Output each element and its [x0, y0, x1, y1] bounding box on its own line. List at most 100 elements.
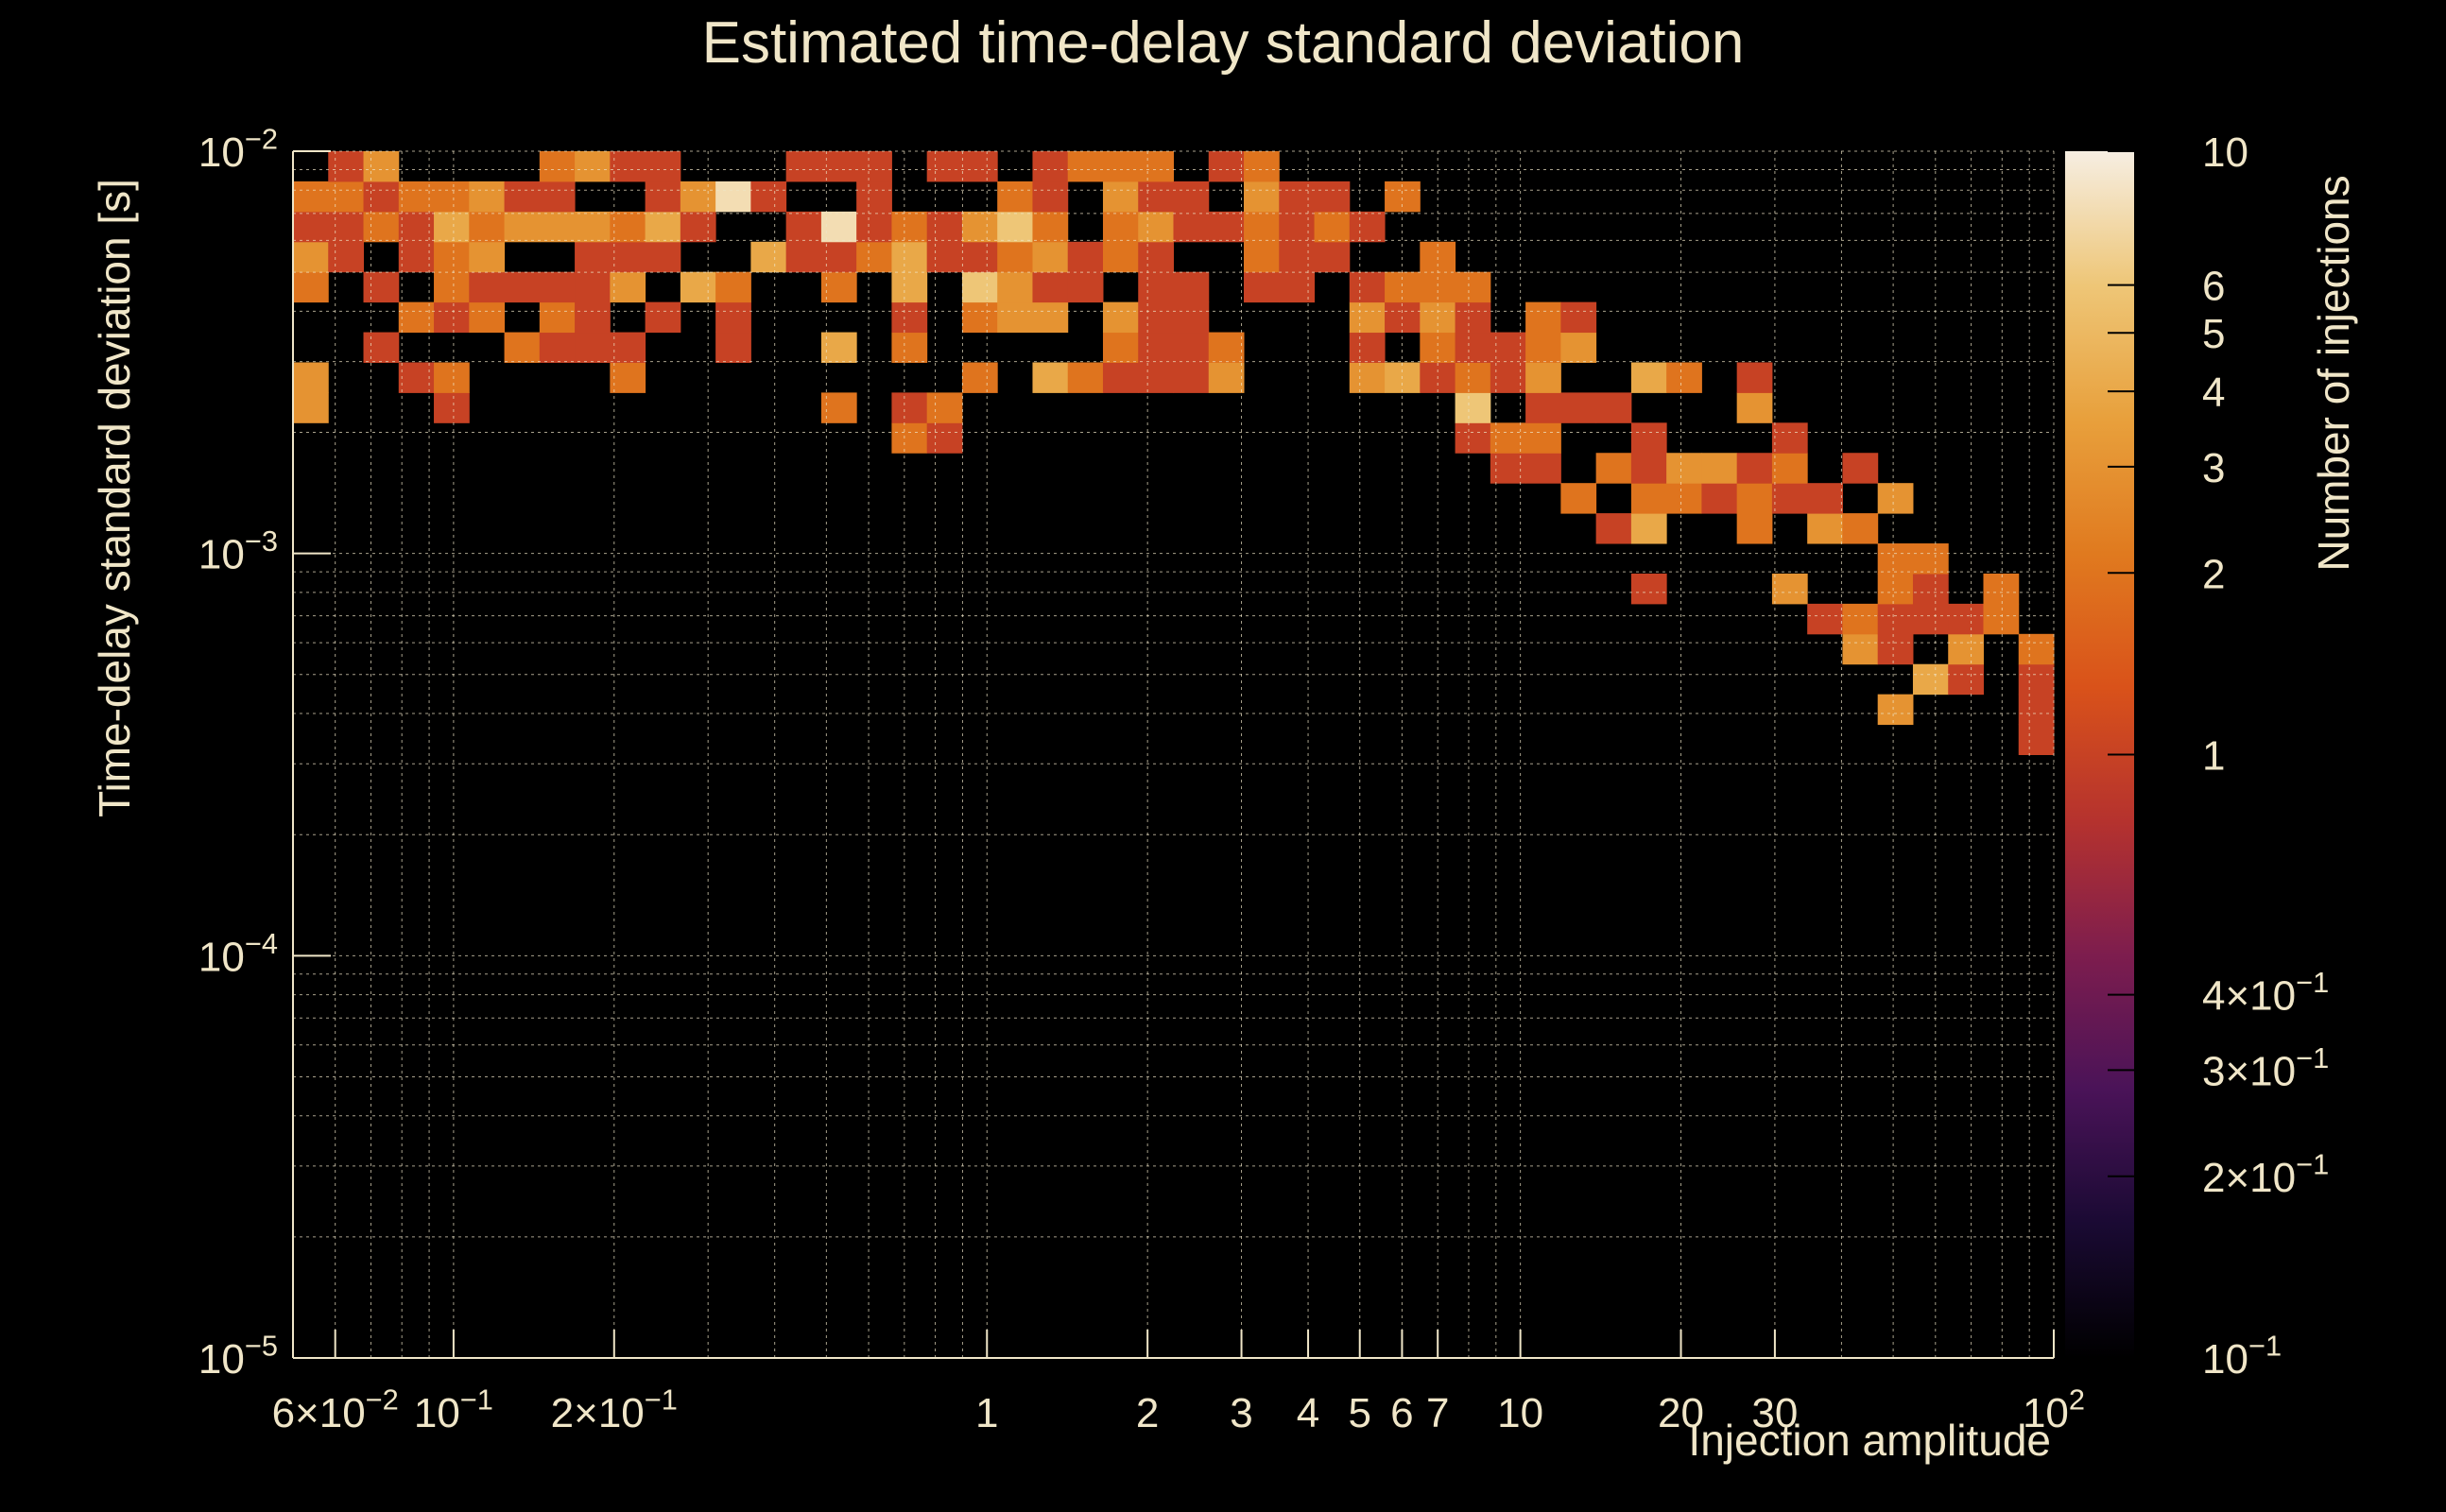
y-tick-labels: 10−5 10−4 10−3 10−2 — [198, 123, 331, 1383]
heatmap-cell — [1349, 211, 1386, 243]
heatmap-cell — [1877, 603, 1914, 635]
heatmap-cell — [645, 301, 681, 334]
heatmap-cell — [1349, 332, 1386, 363]
x-tick-label: 6 — [1390, 1390, 1413, 1436]
heatmap-cell — [680, 271, 716, 303]
heatmap-cell — [926, 211, 963, 243]
heatmap-cell — [1525, 392, 1561, 423]
heatmap-cell — [398, 241, 435, 273]
x-tick-label: 2×10−1 — [551, 1383, 678, 1436]
heatmap-cell — [2018, 724, 2055, 755]
heatmap-cell — [680, 211, 716, 243]
colorbar-tick-label: 10−1 — [2202, 1330, 2282, 1383]
heatmap-cell — [398, 180, 435, 213]
heatmap-cell — [363, 271, 400, 303]
heatmap-cell — [926, 151, 963, 182]
heatmap-cell — [820, 392, 857, 423]
heatmap-cell — [1455, 362, 1491, 393]
heatmap-cell — [891, 332, 928, 363]
x-tick-label: 10−1 — [414, 1383, 493, 1436]
heatmap-cell — [997, 301, 1033, 334]
heatmap-cell — [891, 301, 928, 334]
heatmap-cell — [1948, 663, 1984, 696]
heatmap-cell — [1948, 633, 1984, 665]
heatmap-cell — [891, 271, 928, 303]
heatmap-cell — [504, 180, 541, 213]
heatmap-cell — [1385, 362, 1421, 393]
heatmap-cell — [610, 271, 646, 303]
heatmap-cell — [328, 180, 365, 213]
heatmap-cell — [715, 271, 751, 303]
heatmap-cell — [997, 211, 1033, 243]
heatmap-cell — [539, 180, 576, 213]
colorbar-tick-label: 5 — [2202, 311, 2225, 357]
heatmap-cell — [1385, 301, 1421, 334]
heatmap-cell — [785, 241, 822, 273]
heatmap-cell — [1138, 211, 1174, 243]
heatmap-cell — [1560, 392, 1597, 423]
heatmap-cell — [820, 271, 857, 303]
heatmap-cell — [1701, 453, 1738, 484]
heatmap-cell — [645, 211, 681, 243]
heatmap-cell — [891, 241, 928, 273]
heatmap-cell — [504, 211, 541, 243]
heatmap-cell — [1314, 241, 1351, 273]
heatmap-cell — [856, 180, 892, 213]
heatmap-cell — [1771, 453, 1808, 484]
heatmap-cell — [1595, 392, 1632, 423]
heatmap-cell — [610, 332, 646, 363]
x-tick-label: 1 — [975, 1390, 998, 1436]
heatmap-cell — [1244, 271, 1280, 303]
heatmap-cell — [891, 422, 928, 454]
heatmap-cell — [997, 271, 1033, 303]
heatmap-cell — [856, 151, 892, 182]
heatmap-cell — [1032, 271, 1069, 303]
heatmap-cell — [926, 422, 963, 454]
heatmap-cell — [1877, 694, 1914, 726]
heatmap-cell — [785, 211, 822, 243]
heatmap-cell — [1279, 211, 1316, 243]
heatmap-cell — [1630, 513, 1667, 544]
colorbar-tick-label: 4 — [2202, 369, 2225, 416]
heatmap-cell — [1877, 543, 1914, 575]
heatmap-cell — [1208, 211, 1245, 243]
heatmap-cell — [1912, 573, 1949, 605]
heatmap-cell — [539, 211, 576, 243]
x-tick-label: 30 — [1751, 1390, 1798, 1436]
heatmap-cell — [1244, 151, 1280, 182]
heatmap-cell — [1420, 241, 1456, 273]
y-tick-label: 10−4 — [198, 927, 278, 980]
heatmap-cell — [363, 151, 400, 182]
heatmap-cell — [856, 211, 892, 243]
heatmap-cell — [1102, 151, 1139, 182]
heatmap-cell — [1630, 422, 1667, 454]
heatmap-cell — [750, 241, 787, 273]
heatmap-cell — [1138, 241, 1174, 273]
heatmap-cell — [1455, 271, 1491, 303]
heatmap-cell — [1314, 180, 1351, 213]
heatmap-cell — [1349, 301, 1386, 334]
x-tick-label: 2 — [1136, 1390, 1159, 1436]
heatmap-cell — [1102, 211, 1139, 243]
heatmap-cell — [1666, 483, 1702, 514]
heatmap-cell — [539, 301, 576, 334]
heatmap-cell — [1279, 241, 1316, 273]
heatmap-cell — [539, 271, 576, 303]
heatmap-cell — [1560, 301, 1597, 334]
heatmap-cell — [1771, 483, 1808, 514]
heatmap-cell — [1842, 453, 1879, 484]
heatmap-cell — [1102, 180, 1139, 213]
heatmap-cell — [575, 241, 611, 273]
heatmap-cell — [434, 241, 470, 273]
heatmap-cell — [539, 151, 576, 182]
heatmap-cell — [293, 392, 329, 423]
heatmap-cell — [1525, 301, 1561, 334]
heatmap-cell — [1736, 483, 1773, 514]
heatmap-cell — [961, 301, 998, 334]
heatmap-cell — [1455, 392, 1491, 423]
heatmap-cell — [1032, 241, 1069, 273]
heatmap-cell — [1807, 483, 1843, 514]
heatmap-cell — [1032, 301, 1069, 334]
heatmap-cell — [610, 151, 646, 182]
